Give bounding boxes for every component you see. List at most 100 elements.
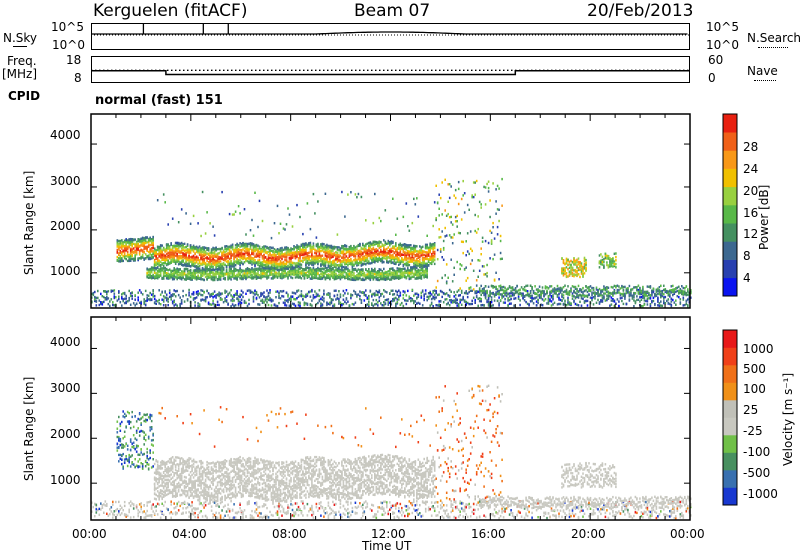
- echo-cell: [369, 262, 372, 265]
- echo-cell: [246, 253, 249, 256]
- echo-cell: [294, 269, 297, 272]
- echo-cell: [215, 271, 217, 275]
- echo-cell: [353, 246, 355, 249]
- echo-cell: [284, 228, 286, 231]
- echo-cell: [153, 301, 156, 304]
- echo-cell: [276, 248, 279, 251]
- echo-cell: [233, 272, 235, 275]
- echo-cell: [177, 251, 180, 254]
- echo-cell: [318, 253, 321, 256]
- echo-cell: [311, 276, 313, 279]
- echo-cell: [231, 262, 234, 265]
- echo-cell: [279, 273, 282, 276]
- echo-cell: [228, 291, 231, 294]
- echo-cell: [195, 275, 198, 279]
- echo-cell: [287, 267, 289, 270]
- echo-cell: [126, 241, 129, 244]
- echo-cell: [195, 255, 198, 258]
- echo-cell: [227, 274, 229, 277]
- echo-cell: [182, 259, 184, 263]
- echo-cell: [197, 258, 199, 261]
- echo-cell: [281, 271, 283, 274]
- echo-cell: [218, 264, 220, 268]
- echo-cell: [149, 298, 151, 302]
- echo-cell: [365, 275, 367, 278]
- echo-cell: [396, 248, 399, 251]
- echo-cell: [209, 276, 211, 279]
- echo-cell: [362, 268, 364, 271]
- echo-cell: [372, 293, 375, 296]
- echo-cell: [317, 293, 319, 296]
- echo-cell: [392, 267, 394, 270]
- echo-cell: [252, 243, 255, 246]
- echo-cell: [296, 297, 298, 300]
- echo-cell: [303, 249, 306, 252]
- echo-cell: [366, 303, 369, 306]
- echo-cell: [261, 269, 264, 272]
- echo-cell: [336, 267, 339, 270]
- echo-cell: [369, 274, 372, 277]
- echo-cell: [399, 294, 402, 297]
- echo-cell: [254, 259, 256, 262]
- echo-cell: [101, 295, 104, 298]
- echo-cell: [258, 265, 261, 268]
- echo-cell: [371, 261, 373, 265]
- echo-cell: [362, 252, 364, 256]
- echo-cell: [393, 258, 396, 262]
- echo-cell: [165, 277, 168, 280]
- echo-cell: [323, 263, 325, 267]
- echo-cell: [91, 301, 93, 304]
- echo-cell: [128, 241, 130, 244]
- echo-cell: [363, 272, 366, 275]
- echo-cell: [348, 248, 351, 251]
- echo-cell: [288, 253, 291, 256]
- echo-cell: [155, 272, 157, 275]
- echo-cell: [278, 272, 280, 275]
- echo-cell: [212, 296, 214, 299]
- echo-cell: [309, 303, 312, 307]
- echo-cell: [198, 259, 201, 263]
- echo-cell: [182, 244, 184, 247]
- echo-cell: [182, 270, 184, 274]
- echo-cell: [118, 260, 120, 263]
- echo-cell: [273, 258, 276, 261]
- echo-cell: [218, 247, 220, 251]
- echo-cell: [134, 245, 136, 248]
- echo-cell: [167, 300, 169, 303]
- echo-cell: [297, 247, 300, 251]
- echo-cell: [230, 278, 232, 281]
- echo-cell: [243, 272, 246, 275]
- echo-cell: [165, 244, 168, 247]
- echo-cell: [401, 276, 403, 279]
- echo-cell: [263, 266, 265, 270]
- echo-cell: [333, 254, 336, 257]
- echo-cell: [378, 274, 381, 278]
- echo-cell: [332, 249, 334, 252]
- echo-cell: [302, 260, 304, 263]
- echo-cell: [401, 244, 403, 248]
- echo-cell: [410, 299, 412, 303]
- echo-cell: [273, 260, 276, 264]
- echo-cell: [252, 249, 255, 252]
- echo-cell: [279, 248, 282, 252]
- echo-cell: [161, 298, 163, 301]
- echo-cell: [305, 302, 307, 305]
- echo-cell: [276, 276, 279, 279]
- echo-cell: [201, 298, 204, 301]
- echo-cell: [216, 268, 219, 271]
- echo-cell: [215, 253, 217, 256]
- echo-cell: [216, 261, 219, 264]
- echo-cell: [374, 248, 376, 252]
- echo-cell: [398, 289, 400, 292]
- echo-cell: [180, 251, 183, 254]
- echo-cell: [209, 303, 211, 306]
- echo-cell: [281, 272, 283, 276]
- echo-cell: [112, 289, 114, 293]
- echo-cell: [323, 289, 325, 292]
- echo-cell: [263, 249, 265, 252]
- echo-cell: [243, 276, 246, 279]
- echo-cell: [308, 263, 310, 267]
- echo-cell: [302, 232, 304, 236]
- echo-cell: [375, 248, 378, 251]
- echo-cell: [170, 276, 172, 279]
